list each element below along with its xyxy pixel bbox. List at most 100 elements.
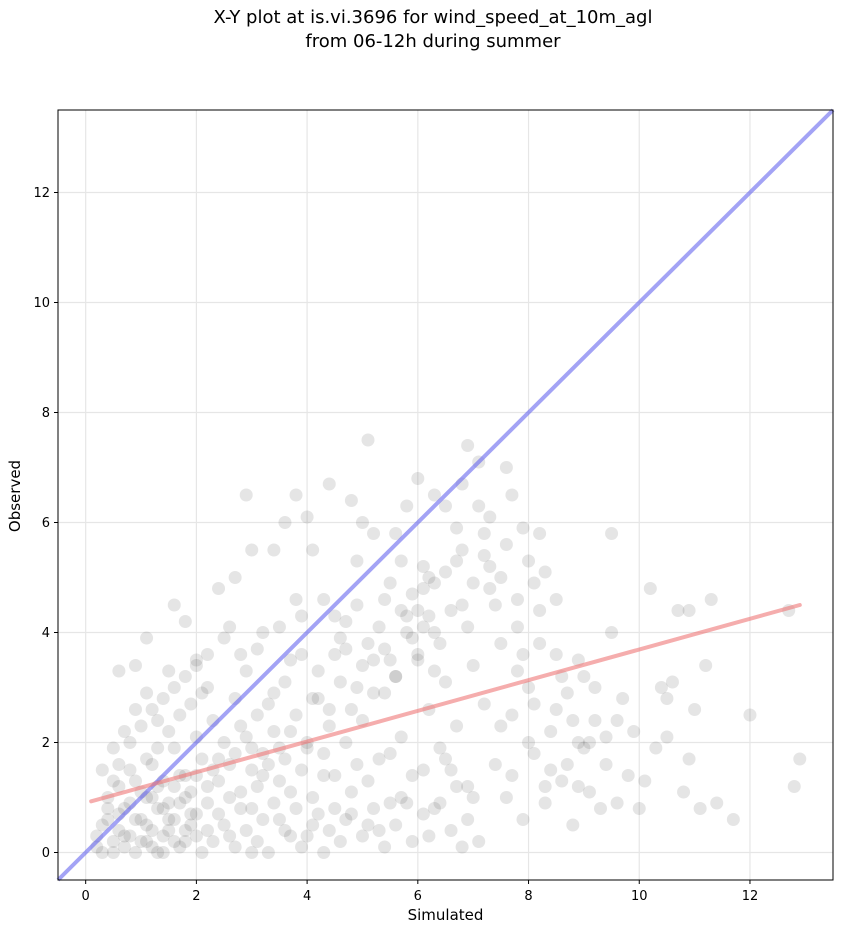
scatter-point (361, 433, 375, 447)
scatter-point (206, 835, 220, 848)
x-tick-label: 12 (742, 889, 759, 904)
x-tick-label: 0 (82, 889, 90, 904)
scatter-point (106, 741, 120, 755)
scatter-point (665, 675, 679, 689)
scatter-point (245, 543, 259, 557)
scatter-point (284, 785, 297, 799)
scatter-point (516, 813, 530, 826)
scatter-point (455, 598, 469, 612)
scatter-point (328, 802, 342, 815)
scatter-point (189, 829, 203, 843)
x-tick-label: 10 (631, 889, 648, 904)
scatter-point (638, 774, 652, 788)
scatter-point (533, 604, 547, 617)
scatter-point (378, 593, 392, 606)
scatter-point (616, 692, 630, 705)
chart-subtitle: from 06-12h during summer (305, 31, 561, 52)
scatter-point (627, 725, 641, 738)
scatter-point (250, 780, 264, 793)
scatter-point (389, 818, 403, 832)
scatter-point (178, 791, 192, 804)
scatter-point (544, 763, 558, 777)
scatter-point (173, 796, 187, 810)
scatter-point (643, 582, 657, 595)
scatter-point (450, 554, 464, 568)
scatter-point (372, 752, 386, 766)
scatter-point (123, 763, 137, 777)
scatter-point (383, 576, 397, 590)
scatter-point (582, 785, 596, 799)
scatter-point (361, 637, 375, 650)
scatter-point (383, 796, 397, 810)
scatter-point (505, 708, 519, 722)
scatter-point (510, 593, 524, 606)
scatter-point (411, 648, 425, 661)
scatter-point (284, 653, 297, 667)
y-tick-label: 2 (42, 736, 50, 751)
scatter-point (472, 835, 486, 848)
scatter-point (439, 752, 452, 766)
scatter-point (538, 796, 552, 810)
scatter-point (239, 824, 253, 837)
scatter-point (117, 840, 131, 854)
scatter-point (140, 686, 154, 700)
scatter-point (272, 620, 286, 634)
scatter-point (367, 802, 381, 815)
scatter-point (466, 791, 480, 804)
scatter-point (372, 824, 386, 837)
scatter-point (367, 527, 381, 540)
scatter-point (433, 637, 447, 650)
scatter-point (389, 670, 403, 683)
scatter-point (317, 769, 331, 782)
scatter-point (300, 510, 314, 524)
scatter-point (427, 626, 441, 639)
scatter-point (433, 796, 447, 810)
scatter-point (167, 598, 181, 612)
scatter-point (394, 730, 408, 744)
scatter-point (654, 681, 668, 694)
scatter-point (577, 670, 591, 683)
reference-lines (56, 108, 835, 882)
scatter-point (416, 560, 430, 573)
x-tick-label: 4 (303, 889, 311, 904)
scatter-point (483, 560, 497, 573)
scatter-point (117, 725, 131, 738)
scatter-point (533, 527, 547, 540)
scatter-point (250, 642, 264, 656)
scatter-point (295, 763, 309, 777)
scatter-point (339, 642, 353, 656)
scatter-point (101, 813, 115, 826)
plot-frame (57, 109, 834, 881)
scatter-point (272, 774, 286, 788)
scatter-point (129, 659, 142, 672)
scatter-point (477, 697, 491, 711)
y-tick-label: 10 (33, 296, 50, 311)
scatter-point (483, 510, 497, 524)
scatter-point (405, 835, 419, 848)
scatter-point (295, 609, 309, 623)
scatter-point (189, 807, 203, 821)
scatter-point (267, 543, 281, 557)
scatter-point (167, 741, 181, 755)
scatter-point (145, 758, 159, 771)
scatter-point (411, 604, 425, 617)
scatter-point (483, 582, 497, 595)
scatter-point (322, 477, 336, 491)
scatter-point (112, 758, 126, 771)
scatter-point (350, 681, 364, 694)
scatter-point (671, 604, 685, 617)
scatter-point (311, 807, 325, 821)
scatter-point (505, 769, 519, 782)
x-axis-ticks: 0 2 4 6 8 10 12 (82, 880, 759, 904)
scatter-point (693, 802, 707, 815)
scatter-point (151, 714, 165, 727)
scatter-point (571, 736, 585, 749)
scatter-point (156, 692, 170, 705)
y-tick-label: 4 (42, 626, 50, 641)
scatter-point (389, 527, 403, 540)
scatter-point (134, 719, 148, 733)
scatter-point (178, 835, 192, 848)
scatter-point (427, 576, 441, 590)
scatter-point (156, 846, 170, 859)
scatter-point (151, 802, 165, 815)
